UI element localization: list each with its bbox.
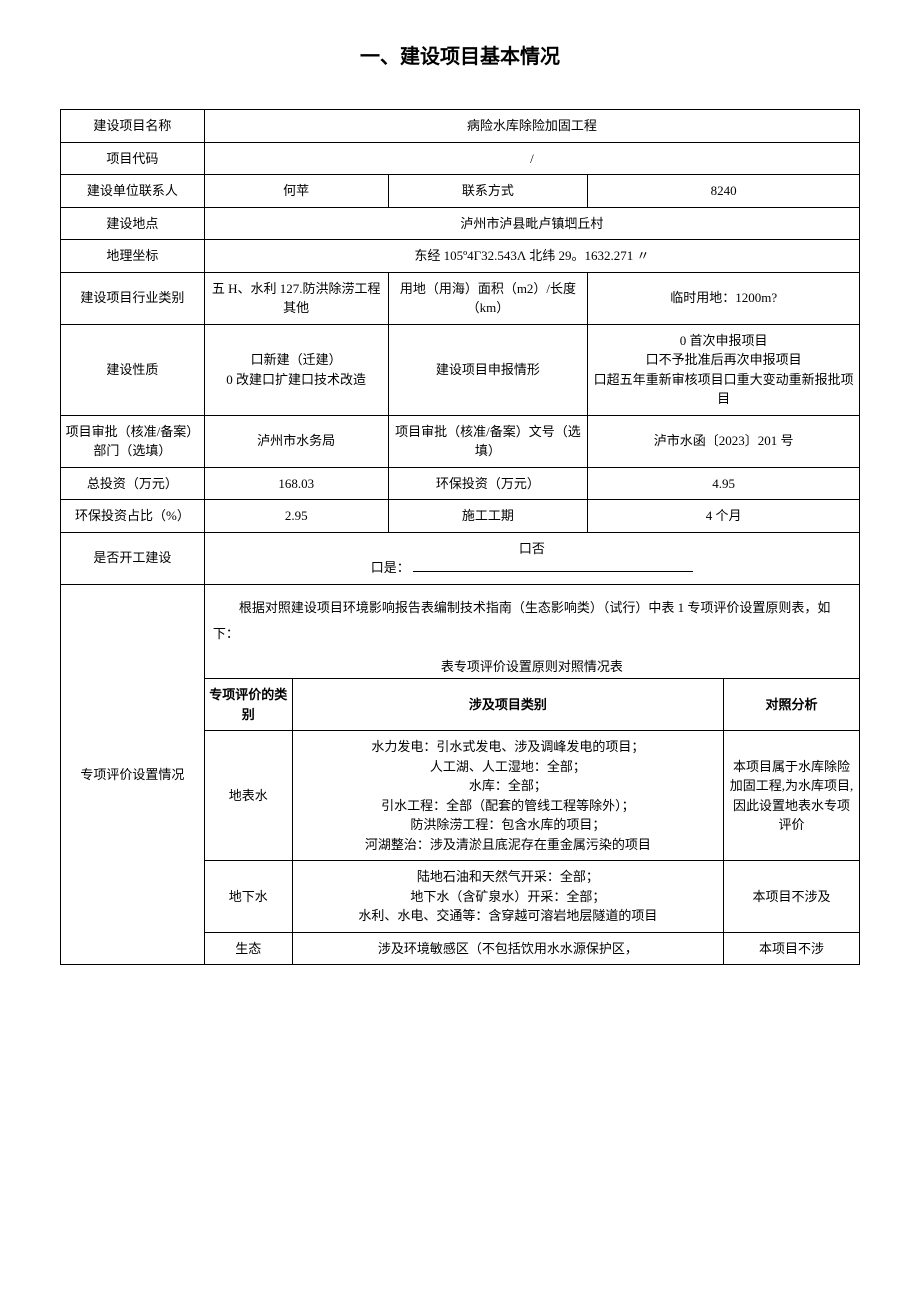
location-label: 建设地点 bbox=[61, 207, 205, 240]
sub-table-title: 表专项评价设置原则对照情况表 bbox=[205, 657, 859, 680]
contact-method-label: 联系方式 bbox=[388, 175, 588, 208]
sub-cat: 生态 bbox=[204, 932, 292, 965]
project-code-label: 项目代码 bbox=[61, 142, 205, 175]
area: 临时用地：1200m? bbox=[588, 272, 860, 324]
sub-scope: 水力发电：引水式发电、涉及调峰发电的项目； 人工湖、人工湿地：全部； 水库：全部… bbox=[292, 731, 723, 861]
project-name-label: 建设项目名称 bbox=[61, 110, 205, 143]
industry-label: 建设项目行业类别 bbox=[61, 272, 205, 324]
contact: 何苹 bbox=[204, 175, 388, 208]
started-no: 口否 bbox=[209, 539, 855, 559]
approve-no: 泸市水函〔2023〕201 号 bbox=[588, 415, 860, 467]
coord: 东经 105º4Γ32.543Λ 北纬 29。1632.271 〃 bbox=[204, 240, 859, 273]
declare: 0 首次申报项目 口不予批准后再次申报项目 口超五年重新审核项目口重大变动重新报… bbox=[588, 324, 860, 415]
main-table: 建设项目名称 病险水库除险加固工程 项目代码 / 建设单位联系人 何苹 联系方式… bbox=[60, 109, 860, 965]
started-value: 口否 口是： bbox=[204, 532, 859, 584]
duration: 4 个月 bbox=[588, 500, 860, 533]
special-label: 专项评价设置情况 bbox=[61, 584, 205, 965]
env-ratio: 2.95 bbox=[204, 500, 388, 533]
approve-dept: 泸州市水务局 bbox=[204, 415, 388, 467]
sub-analysis: 本项目不涉及 bbox=[724, 861, 860, 933]
started-blank bbox=[413, 559, 693, 572]
project-code: / bbox=[204, 142, 859, 175]
sub-analysis: 本项目属于水库除险加固工程,为水库项目,因此设置地表水专项评价 bbox=[724, 731, 860, 861]
started-label: 是否开工建设 bbox=[61, 532, 205, 584]
sub-h-cat: 专项评价的类别 bbox=[204, 679, 292, 731]
env-ratio-label: 环保投资占比（%） bbox=[61, 500, 205, 533]
industry: 五 H、水利 127.防洪除涝工程其他 bbox=[204, 272, 388, 324]
area-label: 用地（用海）面积（m2）/长度（km） bbox=[388, 272, 588, 324]
nature-label: 建设性质 bbox=[61, 324, 205, 415]
sub-cat: 地表水 bbox=[204, 731, 292, 861]
sub-scope: 涉及环境敏感区（不包括饮用水水源保护区， bbox=[292, 932, 723, 965]
location: 泸州市泸县毗卢镇垇丘村 bbox=[204, 207, 859, 240]
page-title: 一、建设项目基本情况 bbox=[60, 40, 860, 69]
coord-label: 地理坐标 bbox=[61, 240, 205, 273]
approve-no-label: 项目审批（核准/备案）文号（选填） bbox=[388, 415, 588, 467]
nature: 口新建（迁建） 0 改建口扩建口技术改造 bbox=[204, 324, 388, 415]
total-invest-label: 总投资（万元） bbox=[61, 467, 205, 500]
contact-method: 8240 bbox=[588, 175, 860, 208]
sub-h-analysis: 对照分析 bbox=[724, 679, 860, 731]
env-invest-label: 环保投资（万元） bbox=[388, 467, 588, 500]
total-invest: 168.03 bbox=[204, 467, 388, 500]
env-invest: 4.95 bbox=[588, 467, 860, 500]
sub-h-scope: 涉及项目类别 bbox=[292, 679, 723, 731]
project-name: 病险水库除险加固工程 bbox=[204, 110, 859, 143]
started-yes: 口是： bbox=[371, 560, 410, 575]
sub-cat: 地下水 bbox=[204, 861, 292, 933]
sub-analysis: 本项目不涉 bbox=[724, 932, 860, 965]
declare-label: 建设项目申报情形 bbox=[388, 324, 588, 415]
duration-label: 施工工期 bbox=[388, 500, 588, 533]
special-intro: 根据对照建设项目环境影响报告表编制技术指南（生态影响类）（试行）中表 1 专项评… bbox=[205, 585, 859, 657]
sub-scope: 陆地石油和天然气开采：全部； 地下水（含矿泉水）开采：全部； 水利、水电、交通等… bbox=[292, 861, 723, 933]
approve-dept-label: 项目审批（核准/备案）部门（选填） bbox=[61, 415, 205, 467]
contact-label: 建设单位联系人 bbox=[61, 175, 205, 208]
